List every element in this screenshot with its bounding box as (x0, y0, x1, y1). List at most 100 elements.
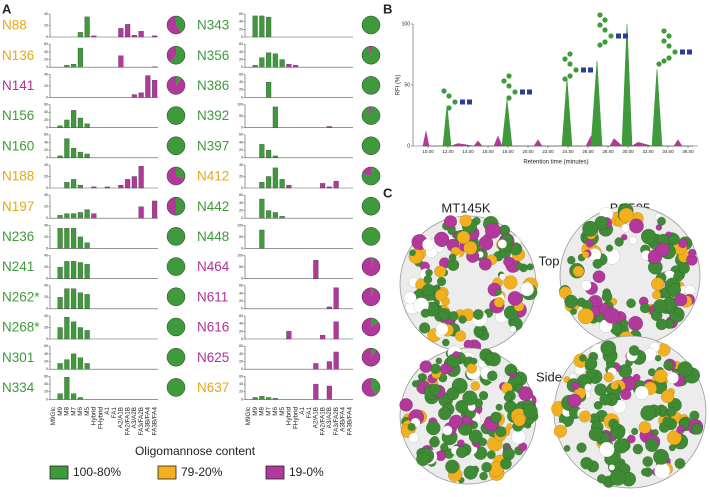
surface-patch (585, 239, 594, 248)
y-tick-label: 40 (239, 50, 243, 54)
y-tick-label: 50 (239, 265, 243, 269)
bar (266, 16, 272, 38)
bar (131, 176, 137, 189)
surface-patch (674, 307, 683, 316)
glycan-mannose (666, 55, 672, 61)
bar (252, 65, 258, 68)
surface-patch (676, 425, 685, 435)
legend-label: 100-80% (73, 465, 121, 479)
y-tick-label: 20 (239, 390, 243, 394)
y-tick-label: 20 (239, 27, 243, 31)
surface-patch (409, 249, 416, 257)
y-tick-label: 100 (237, 254, 243, 258)
x-tick-label: FA3B/FA4 (151, 407, 158, 436)
bar (118, 184, 124, 189)
surface-patch (487, 370, 498, 382)
pie-slice (176, 16, 185, 33)
surface-patch (495, 426, 507, 438)
y-tick-label: 60 (239, 12, 243, 16)
surface-patch (476, 329, 485, 337)
bar (259, 57, 265, 68)
site-label: N141 (2, 78, 34, 93)
surface-patch (452, 351, 460, 359)
bar (57, 393, 63, 400)
surface-patch (407, 422, 416, 431)
y-tick-label: 0 (46, 246, 48, 250)
glycan-mannose (608, 33, 614, 39)
y-tick-label: 20 (239, 148, 243, 152)
y-tick-label: 20 (44, 118, 48, 122)
bar (84, 330, 90, 340)
surface-patch (399, 398, 413, 412)
glycan-mannose (441, 88, 447, 94)
y-tick-label: 0 (46, 65, 48, 69)
glycan-mannose (446, 93, 452, 99)
bar (71, 63, 77, 68)
y-tick-label: 40 (239, 322, 243, 326)
surface-patch (632, 443, 644, 455)
y-tick-label: 0 (241, 35, 243, 39)
pie-outline (166, 317, 186, 337)
y-tick-label: 100 (237, 103, 243, 107)
surface-patch (454, 330, 467, 342)
glycan-mannose (562, 76, 568, 82)
pie-slice (362, 318, 380, 336)
surface-patch (512, 413, 526, 427)
glycan-mannose (506, 73, 512, 79)
surface-patch (668, 444, 676, 452)
bar (84, 294, 90, 309)
surface-patch (470, 381, 481, 391)
x-tick-label: 14.00 (462, 149, 474, 154)
surface-patch (620, 319, 629, 328)
pie-outline (361, 317, 381, 337)
y-tick-label: 40 (44, 284, 48, 288)
bar (71, 393, 77, 400)
surface-patch (626, 434, 636, 444)
y-tick-label: 20 (239, 88, 243, 92)
glycan-mannose (567, 61, 573, 67)
bar (64, 213, 70, 219)
y-tick-label: 100 (237, 223, 243, 227)
surface-patch (523, 403, 538, 419)
y-tick-label: 20 (44, 325, 48, 329)
surface-patch (570, 308, 577, 315)
pie-slice (371, 257, 374, 267)
y-tick-label: 20 (44, 295, 48, 299)
y-tick-label: 40 (44, 352, 48, 356)
surface-patch (503, 256, 514, 267)
surface-patch (493, 297, 505, 308)
y-tick-label: 60 (239, 344, 243, 348)
y-tick-label: 40 (44, 50, 48, 54)
bar (279, 216, 285, 219)
x-tick-label: Hybrid (286, 407, 293, 426)
surface-patch (603, 372, 614, 383)
site-label: N334 (2, 380, 35, 395)
glycan-glcnac (616, 33, 621, 39)
x-tick-label: A3B/FA4 (145, 407, 152, 432)
surface-patch (567, 393, 582, 408)
bar (313, 383, 319, 400)
surface-patch (605, 244, 614, 252)
surface-patch (434, 289, 448, 302)
site-label: N392 (197, 108, 229, 123)
pie-slice (167, 318, 185, 336)
surface-patch (660, 389, 675, 404)
y-tick-label: 0 (46, 186, 48, 190)
pie-slice (167, 197, 176, 216)
bar (84, 363, 90, 370)
surface-patch (628, 345, 640, 356)
surface-patch (653, 299, 668, 313)
surface-patch (458, 315, 467, 324)
bar (272, 106, 278, 128)
glycan-mannose (672, 49, 678, 55)
pie-slice (368, 106, 371, 116)
bar (145, 75, 151, 98)
x-tick-label: M6 (77, 407, 84, 416)
y-tick-label: 60 (239, 133, 243, 137)
y-tick-label: 40 (44, 254, 48, 258)
surface-patch (486, 450, 496, 460)
glycan-glcnac (623, 33, 628, 39)
surface-patch (639, 302, 651, 314)
pie-slice (362, 167, 371, 176)
